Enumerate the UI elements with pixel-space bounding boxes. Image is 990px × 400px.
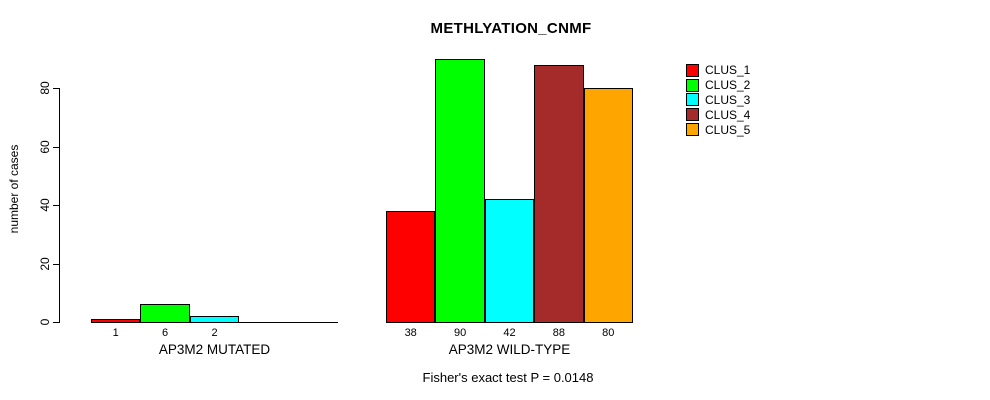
y-axis-tick: [53, 263, 59, 265]
y-axis-tick-label: 20: [38, 256, 52, 271]
bar-CLUS_2: [140, 304, 190, 323]
bar-CLUS_2: [435, 58, 485, 323]
group-label: AP3M2 MUTATED: [158, 342, 271, 357]
bar-CLUS_3: [189, 316, 240, 323]
legend-item: CLUS_2: [686, 78, 750, 93]
y-axis-tick-label: 80: [38, 81, 52, 95]
y-axis-tick: [53, 322, 59, 323]
legend-label: CLUS_3: [705, 92, 751, 107]
bar-CLUS_1: [386, 210, 436, 323]
bar-value-label: 80: [602, 327, 615, 339]
clus_5-swatch: [686, 123, 699, 137]
clus_3-swatch: [686, 93, 699, 107]
bar-value-label: 1: [112, 327, 119, 339]
y-axis-tick: [53, 88, 59, 89]
legend-item: CLUS_3: [686, 93, 750, 108]
y-axis-label: number of cases: [7, 144, 21, 234]
legend-item: CLUS_1: [686, 63, 750, 78]
bar-value-label: 90: [453, 327, 467, 339]
clus_4-swatch: [686, 108, 699, 122]
bar-CLUS_5: [583, 88, 633, 323]
chart-title: METHLYATION_CNMF: [430, 20, 592, 37]
bar-value-label: 88: [552, 327, 566, 339]
bar-value-label: 38: [404, 327, 417, 339]
legend-item: CLUS_4: [686, 107, 750, 122]
clus_2-swatch: [686, 78, 699, 92]
y-axis-tick-label: 60: [38, 139, 52, 154]
bar-CLUS_4: [534, 64, 584, 323]
bar-value-label: 42: [503, 327, 516, 339]
annotation-fisher-test: Fisher's exact test P = 0.0148: [422, 370, 594, 385]
legend-item: CLUS_5: [686, 122, 750, 137]
y-axis-tick-label: 0: [38, 318, 52, 326]
y-axis-tick: [53, 205, 59, 206]
legend: CLUS_1 CLUS_2 CLUS_3 CLUS_4 CLUS_5: [686, 63, 750, 137]
legend-label: CLUS_1: [705, 63, 751, 78]
group-label: AP3M2 WILD-TYPE: [448, 342, 571, 357]
legend-label: CLUS_5: [705, 122, 751, 137]
y-axis-tick: [53, 146, 59, 148]
y-axis-line: [59, 88, 60, 323]
bar-CLUS_3: [484, 199, 535, 323]
bar-value-label: 2: [211, 327, 218, 339]
bar-value-label: 6: [162, 327, 169, 339]
legend-label: CLUS_2: [705, 78, 751, 93]
legend-label: CLUS_4: [705, 107, 751, 122]
y-axis-tick-label: 40: [38, 198, 52, 212]
bar-CLUS_1: [91, 319, 141, 323]
clus_1-swatch: [686, 63, 699, 77]
